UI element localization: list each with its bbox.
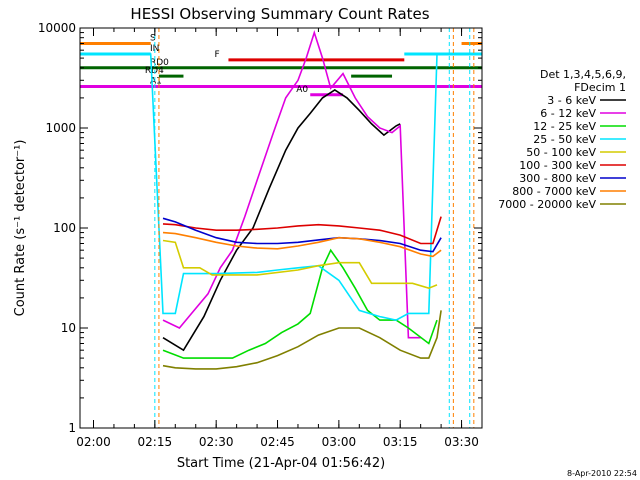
x-tick-label: 03:00 [322,435,357,449]
series-lines [80,29,482,370]
vertical-markers [154,28,475,428]
x-tick-label: 02:45 [260,435,295,449]
chart-title: HESSI Observing Summary Count Rates [130,5,429,23]
series-line [162,239,438,290]
legend-entry: 3 - 6 keV [547,94,596,107]
series-line [162,216,442,245]
legend-entry: 25 - 50 keV [533,133,596,146]
series-line [80,53,482,321]
x-tick-label: 03:30 [444,435,479,449]
x-tick-label: 02:00 [76,435,111,449]
y-tick-label: 1000 [45,121,76,135]
flag-label: S [150,33,156,43]
legend-entry: 100 - 300 keV [519,159,596,172]
y-tick-label: 10000 [38,21,76,35]
series-line [162,248,438,359]
series-line [162,310,442,370]
x-tick-label: 02:30 [199,435,234,449]
flag-label: A1 [150,77,162,87]
flag-label: RD0 [150,58,169,68]
flag-lines: SINFRD0RD4A1A0 [80,33,482,97]
axes: 02:00 02:15 02:30 02:45 03:00 03:15 03:30 1 10 10… [38,21,482,449]
x-axis-label: Start Time (21-Apr-04 01:56:42) [177,456,385,471]
legend-entry: 50 - 100 keV [526,146,596,159]
flag-label: A0 [296,85,308,95]
timestamp: 8-Apr-2010 22:54 [567,469,637,478]
x-tick-label: 03:15 [383,435,418,449]
legend-entry: 300 - 800 keV [519,172,596,185]
flag-label: F [214,50,219,60]
y-tick-label: 100 [53,221,76,235]
series-line [162,217,442,253]
y-axis-label: Count Rate (s⁻¹ detector⁻¹) [13,140,28,317]
x-tick-label: 02:15 [138,435,173,449]
y-tick-label: 1 [68,421,76,435]
legend-entry: 12 - 25 keV [533,120,596,133]
legend-entry: 800 - 7000 keV [512,185,596,198]
flag-label: IN [150,44,159,54]
y-tick-label: 10 [61,321,76,335]
legend-entry: 6 - 12 keV [540,107,596,120]
legend-entry: 7000 - 20000 keV [498,198,596,211]
legend-title: Det 1,3,4,5,6,9, [540,68,626,81]
series-line [162,29,421,339]
series-line [162,231,442,258]
legend-title: FDecim 1 [574,81,626,94]
series-line [162,89,401,352]
